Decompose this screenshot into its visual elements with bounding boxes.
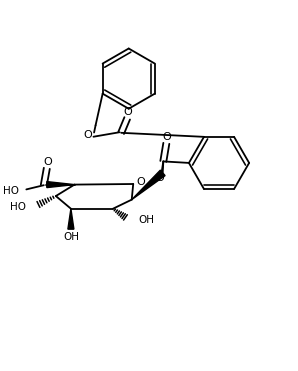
- Text: HO: HO: [10, 201, 26, 211]
- Polygon shape: [68, 209, 74, 229]
- Text: OH: OH: [63, 232, 79, 242]
- Text: O: O: [43, 157, 52, 167]
- Text: O: O: [163, 132, 171, 142]
- Text: O: O: [124, 107, 133, 117]
- Text: OH: OH: [139, 214, 155, 224]
- Polygon shape: [47, 181, 74, 188]
- Text: O: O: [137, 177, 145, 187]
- Text: O: O: [156, 173, 164, 183]
- Text: HO: HO: [3, 186, 19, 196]
- Text: O: O: [84, 130, 92, 140]
- Polygon shape: [132, 170, 165, 200]
